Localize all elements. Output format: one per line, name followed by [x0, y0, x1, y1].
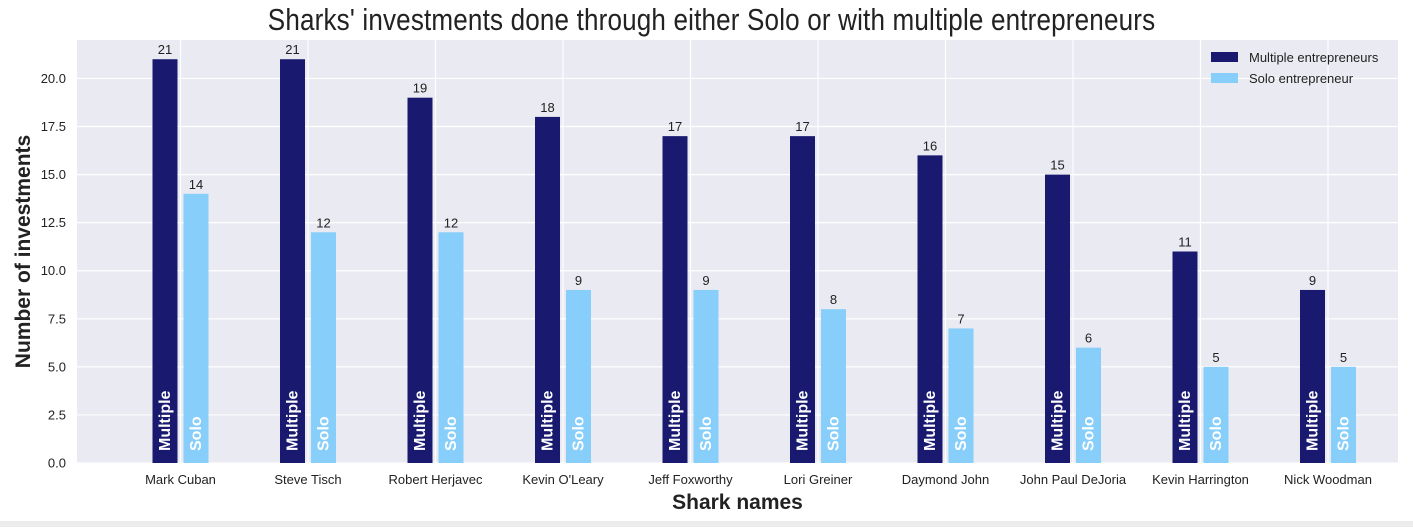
bars	[152, 59, 1356, 464]
x-tick-label: Kevin O'Leary	[522, 472, 604, 487]
bar-solo	[1076, 347, 1101, 463]
bar-multiple	[1045, 174, 1070, 463]
bar-solo	[311, 232, 336, 463]
bar-inner-label: Multiple	[922, 390, 939, 451]
bar-inner-label: Multiple	[540, 390, 557, 451]
y-tick-label: 7.5	[48, 311, 66, 326]
value-label: 14	[189, 177, 203, 192]
x-tick-label: Mark Cuban	[145, 472, 216, 487]
value-label: 5	[1340, 350, 1347, 365]
axes: 0.0 2.5 5.0 7.5 10.0 12.5 15.0 17.5 20.0 Mark Cub…	[12, 71, 1372, 514]
bar-inner-label: Multiple	[667, 390, 684, 451]
bar-multiple	[917, 155, 943, 463]
y-axis-title: Number of investments	[12, 135, 35, 368]
legend-swatch	[1211, 73, 1238, 83]
bar-multiple	[1172, 251, 1198, 463]
bottom-divider	[0, 521, 1413, 527]
bar-multiple	[152, 59, 178, 464]
bar-multiple	[662, 136, 688, 464]
bar-inner-label: Solo	[953, 416, 970, 451]
bar-inner-label: Multiple	[1305, 390, 1322, 451]
bar-solo	[821, 309, 846, 463]
y-tick-label: 0.0	[48, 456, 66, 471]
y-tick-label: 10.0	[41, 263, 66, 278]
bar-multiple	[407, 97, 433, 463]
bar-inner-label: Multiple	[412, 390, 429, 451]
x-tick-label: Daymond John	[902, 472, 989, 487]
y-tick-label: 17.5	[41, 119, 66, 134]
x-tick-label: Steve Tisch	[274, 472, 341, 487]
x-tick-label: Robert Herjavec	[389, 472, 483, 487]
bar-solo	[1203, 366, 1229, 463]
bar-solo	[566, 289, 591, 463]
bar-multiple	[790, 136, 815, 464]
bar-inner-label: Solo	[1081, 416, 1098, 451]
value-label: 17	[668, 119, 682, 134]
y-tick-label: 2.5	[48, 407, 66, 422]
y-tick-label: 12.5	[41, 215, 66, 230]
y-tick-label: 20.0	[41, 71, 66, 86]
bar-inner-label: Solo	[826, 416, 843, 451]
y-tick-label: 5.0	[48, 359, 66, 374]
legend-swatch	[1211, 52, 1238, 62]
bar-inner-label: Solo	[1336, 416, 1353, 451]
legend: Multiple entrepreneurs Solo entrepreneur	[1211, 50, 1379, 86]
bar-solo	[438, 232, 464, 463]
value-label: 11	[1178, 235, 1192, 250]
value-label: 18	[540, 100, 554, 115]
bar-inner-label: Solo	[443, 416, 460, 451]
bar-inner-label: Solo	[571, 416, 588, 451]
bar-solo	[948, 328, 974, 463]
bar-solo	[693, 289, 719, 463]
y-tick-label: 15.0	[41, 167, 66, 182]
value-label: 21	[285, 42, 299, 57]
x-tick-label: Lori Greiner	[784, 472, 853, 487]
value-label: 9	[1309, 273, 1316, 288]
value-label: 9	[702, 273, 709, 288]
legend-label: Solo entrepreneur	[1249, 71, 1354, 86]
bar-inner-label: Solo	[698, 416, 715, 451]
bar-solo	[1331, 366, 1356, 463]
bar-multiple	[280, 59, 305, 464]
x-tick-label: John Paul DeJoria	[1020, 472, 1127, 487]
bar-inner-label: Multiple	[285, 390, 302, 451]
chart-title: Sharks' investments done through either …	[267, 2, 1156, 37]
bar-multiple	[1300, 289, 1325, 463]
bar-inner-label: Multiple	[1050, 390, 1067, 451]
x-axis-title: Shark names	[672, 491, 803, 514]
data-labels: 21 Multiple 14 Solo 21 Multiple 12 Solo 19 Multip…	[157, 42, 1353, 451]
value-label: 7	[957, 311, 964, 326]
bar-inner-label: Solo	[316, 416, 333, 451]
value-label: 17	[795, 119, 809, 134]
value-label: 19	[413, 81, 427, 96]
value-label: 9	[575, 273, 582, 288]
value-label: 5	[1212, 350, 1219, 365]
bar-multiple	[535, 116, 560, 463]
value-label: 12	[316, 215, 330, 230]
value-label: 15	[1050, 158, 1064, 173]
value-label: 6	[1085, 331, 1092, 346]
bar-inner-label: Solo	[188, 416, 205, 451]
value-label: 8	[830, 292, 837, 307]
bar-inner-label: Multiple	[795, 390, 812, 451]
value-label: 12	[444, 215, 458, 230]
x-tick-label: Kevin Harrington	[1152, 472, 1249, 487]
x-tick-label: Jeff Foxworthy	[648, 472, 733, 487]
legend-label: Multiple entrepreneurs	[1249, 50, 1379, 65]
bar-solo	[183, 193, 209, 463]
x-tick-label: Nick Woodman	[1284, 472, 1372, 487]
plot-background	[77, 40, 1398, 463]
value-label: 16	[923, 138, 937, 153]
bar-inner-label: Multiple	[1177, 390, 1194, 451]
bar-inner-label: Multiple	[157, 390, 174, 451]
value-label: 21	[158, 42, 172, 57]
bar-inner-label: Solo	[1208, 416, 1225, 451]
